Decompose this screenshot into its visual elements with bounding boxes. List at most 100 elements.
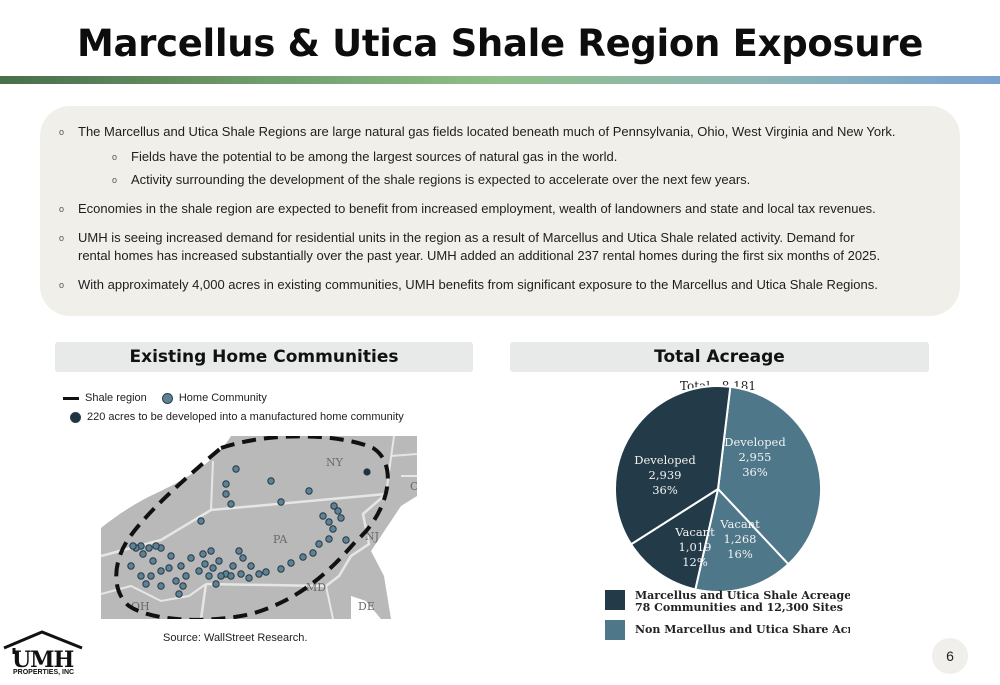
umh-logo: UMH PROPERTIES, INC [2, 630, 84, 680]
home-community-marker [199, 550, 207, 558]
home-community-marker [217, 572, 225, 580]
home-community-marker [205, 572, 213, 580]
home-community-marker [309, 549, 317, 557]
logo-roof-icon [3, 630, 83, 654]
home-community-marker [139, 550, 147, 558]
home-legend-swatch [161, 392, 173, 404]
home-community-marker [245, 574, 253, 582]
home-community-marker [165, 564, 173, 572]
home-community-marker [232, 465, 240, 473]
page-title: Marcellus & Utica Shale Region Exposure [76, 22, 924, 65]
pie-slice [716, 385, 822, 566]
home-community-marker [277, 565, 285, 573]
home-community-marker [305, 487, 313, 495]
home-community-marker [267, 477, 275, 485]
legend-swatch [605, 620, 625, 640]
home-community-marker [201, 560, 209, 568]
home-community-marker [157, 582, 165, 590]
bullet-item: o UMH is seeing increased demand for resi… [59, 230, 855, 245]
acreage-pie-chart: Total - 8,181Developed2,95536%Vacant1,26… [605, 379, 850, 640]
legend-swatch [605, 590, 625, 610]
pie-slice-label: Vacant [674, 525, 715, 539]
home-community-marker [187, 554, 195, 562]
pie-slice-label: 16% [727, 547, 753, 561]
home-community-marker [179, 582, 187, 590]
legend-label: Marcellus and Utica Shale Acreage [635, 589, 850, 602]
state-label-pa: PA [273, 533, 288, 546]
home-community-marker [237, 570, 245, 578]
community-markers [127, 465, 371, 598]
home-community-marker [235, 547, 243, 555]
home-community-marker [177, 562, 185, 570]
home-community-marker [239, 554, 247, 562]
home-community-marker [299, 553, 307, 561]
home-community-marker [229, 562, 237, 570]
chart-panel-heading: Total Acreage [510, 342, 929, 372]
home-community-marker [145, 544, 153, 552]
home-community-marker [330, 502, 338, 510]
home-community-marker [195, 567, 203, 575]
home-community-marker [197, 517, 205, 525]
legend-sublabel: 78 Communities and 12,300 Sites [635, 601, 843, 614]
home-community-marker [129, 542, 137, 550]
home-community-marker [182, 572, 190, 580]
page-number: 6 [932, 638, 968, 674]
state-label-ny: NY [326, 456, 344, 469]
pie-slice-label: Developed [634, 453, 696, 467]
home-community-marker [247, 562, 255, 570]
home-community-marker [137, 572, 145, 580]
home-community-marker [167, 552, 175, 560]
home-community-marker [315, 540, 323, 548]
home-community-marker [172, 577, 180, 585]
home-community-marker [325, 518, 333, 526]
pie-slice-label: 1,268 [724, 532, 757, 546]
home-community-marker [342, 536, 350, 544]
legend-label: Non Marcellus and Utica Share Acreage [635, 623, 850, 636]
develop-legend-swatch [70, 411, 81, 423]
sub-bullet-item: o Fields have the potential to be among t… [112, 149, 618, 164]
source-note: Source: WallStreet Research. [163, 632, 308, 644]
pie-slice-label: 12% [682, 555, 708, 569]
shale-legend-swatch [63, 396, 79, 400]
home-community-marker [287, 559, 295, 567]
home-community-marker [207, 547, 215, 555]
state-label-md: MD [306, 581, 326, 594]
state-label-ct: C [410, 480, 417, 493]
home-community-marker [262, 568, 270, 576]
home-community-marker [222, 490, 230, 498]
home-community-marker [255, 570, 263, 578]
home-community-marker [152, 542, 160, 550]
state-label-de: DE [358, 600, 375, 613]
bullet-item: o The Marcellus and Utica Shale Regions a… [59, 124, 896, 139]
title-divider [0, 76, 1000, 84]
home-community-marker [215, 557, 223, 565]
home-community-marker [175, 590, 183, 598]
bullet-item: o Economies in the shale region are expec… [59, 201, 876, 216]
home-community-marker [227, 500, 235, 508]
pie-slice-label: Developed [724, 435, 786, 449]
pie-slice-label: 2,955 [739, 450, 772, 464]
pie-slice-label: 36% [742, 465, 768, 479]
state-label-nj: NJ [365, 530, 379, 543]
home-community-marker [337, 514, 345, 522]
map-legend: Shale region Home Community [63, 392, 267, 404]
pie-slice [629, 486, 720, 591]
sub-bullet-item: o Activity surrounding the development of… [112, 172, 751, 187]
home-community-marker [319, 512, 327, 520]
home-community-marker [209, 564, 217, 572]
home-community-marker [149, 557, 157, 565]
shale-region-boundary [114, 436, 390, 619]
home-community-marker [325, 535, 333, 543]
bullet-continuation: rental homes has increased substantially… [78, 248, 881, 263]
bullet-item: o With approximately 4,000 acres in exist… [59, 277, 878, 292]
home-community-marker [147, 572, 155, 580]
pie-slice [614, 385, 732, 546]
shale-region-map: NY PA NJ OH MD DE C [101, 436, 417, 619]
pie-slice [694, 486, 790, 593]
pie-slice-label: 36% [652, 483, 678, 497]
map-legend-develop: 220 acres to be developed into a manufac… [70, 411, 404, 423]
develop-site-marker [363, 468, 371, 476]
home-community-marker [334, 507, 342, 515]
pie-slice-label: 1,019 [679, 540, 712, 554]
home-community-marker [127, 562, 135, 570]
